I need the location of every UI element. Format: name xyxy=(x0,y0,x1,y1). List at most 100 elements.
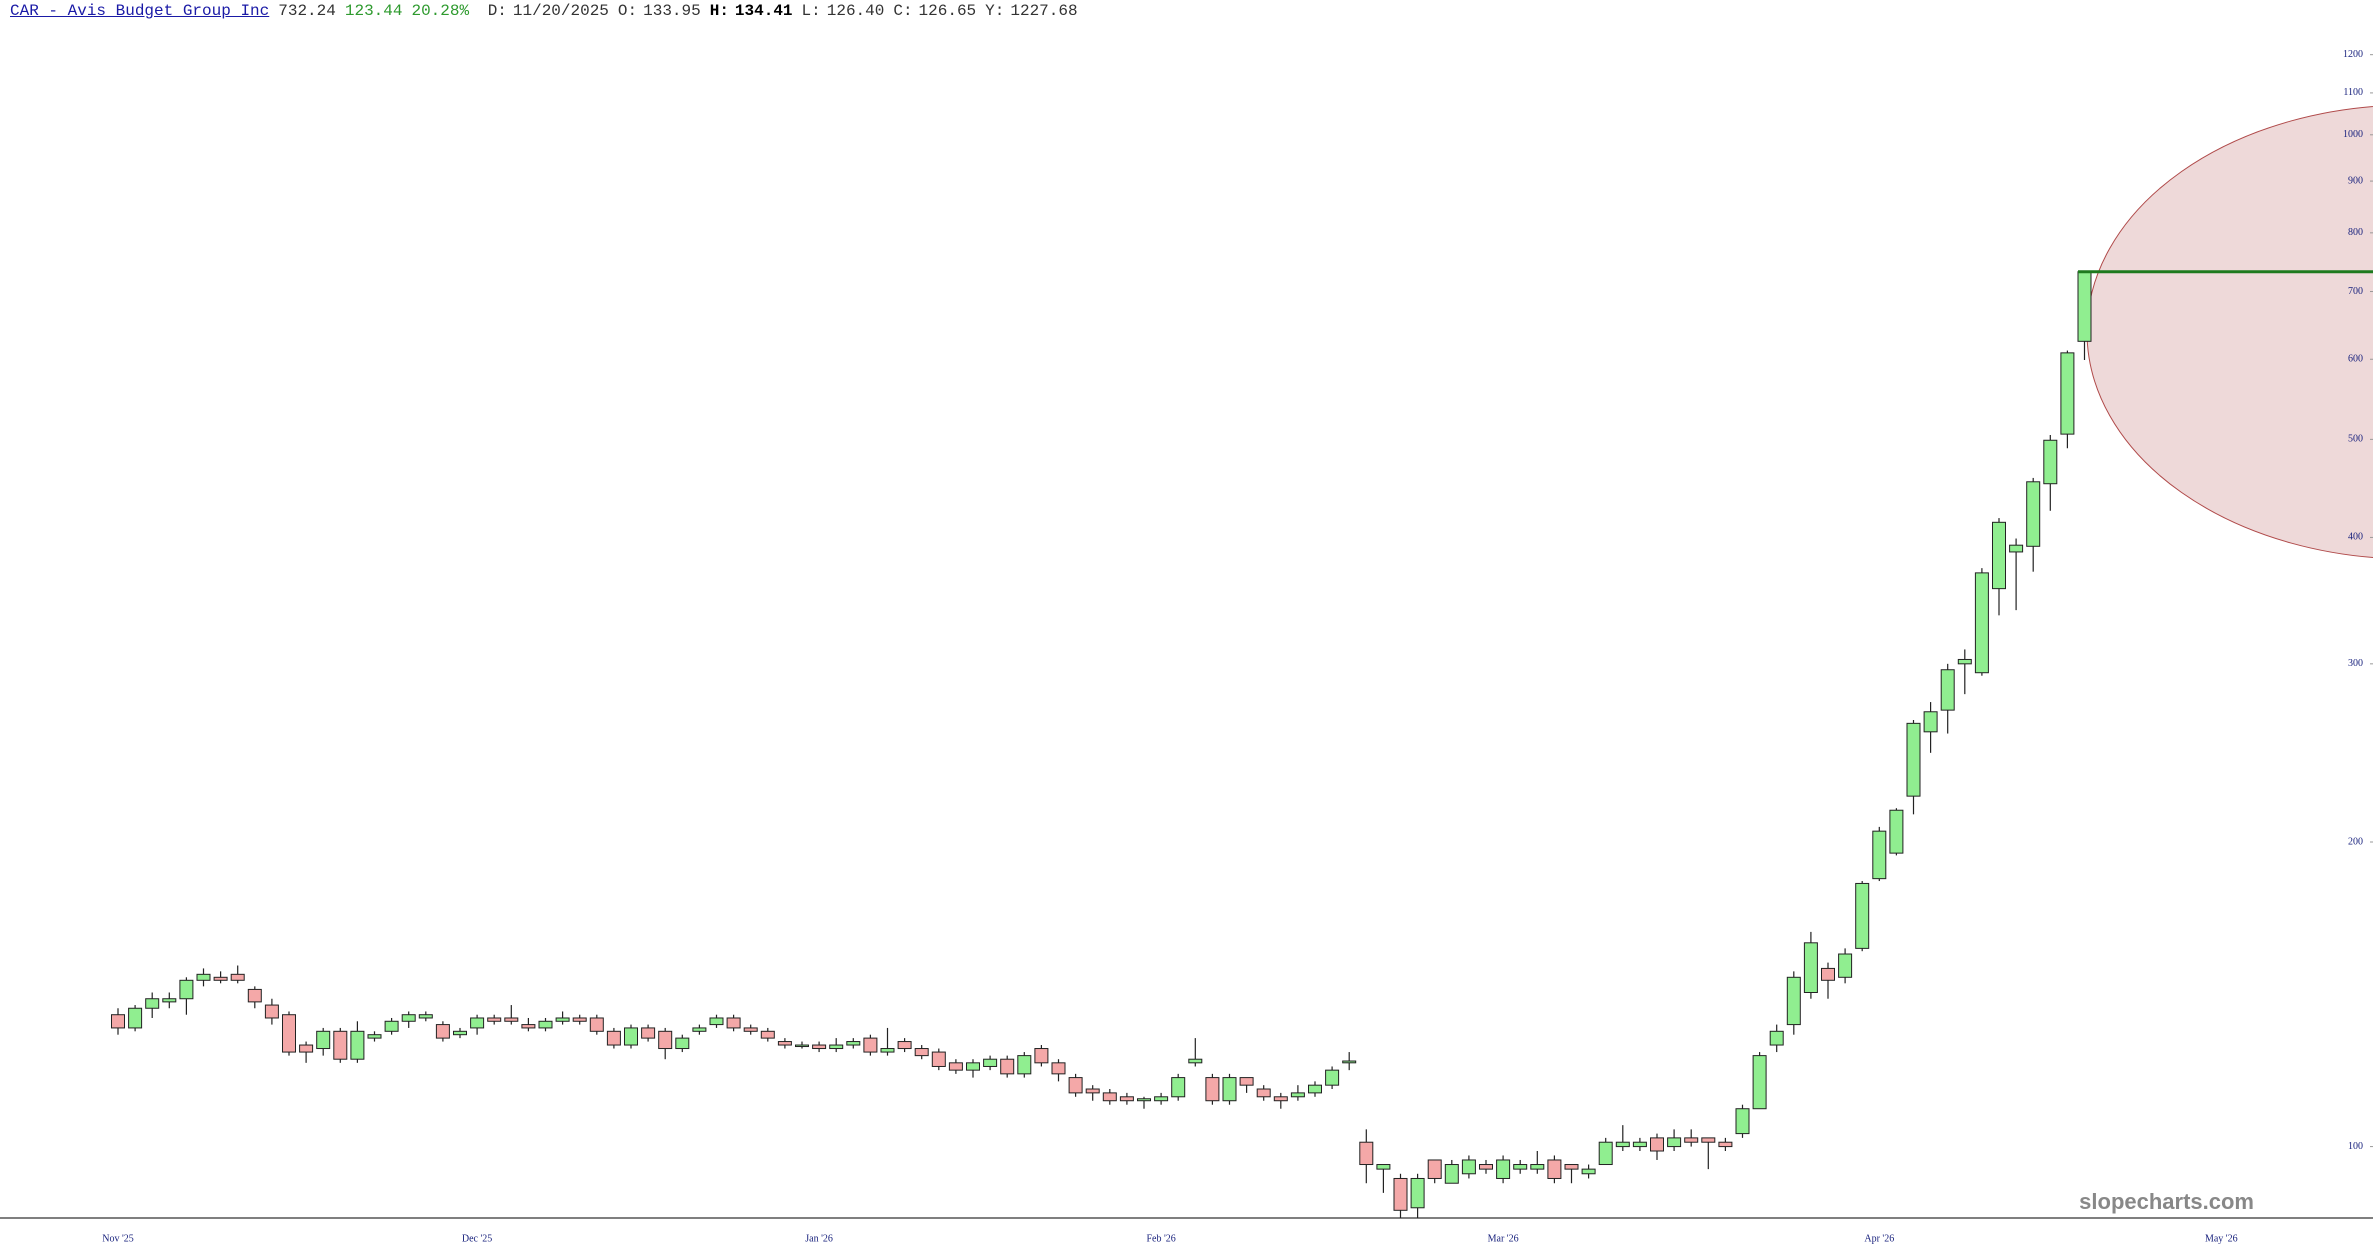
candle-body xyxy=(538,1020,553,1029)
candle-body xyxy=(589,1017,604,1032)
candle-body xyxy=(1410,1177,1425,1209)
candle-body xyxy=(367,1034,382,1039)
candle-body xyxy=(1752,1055,1767,1110)
candle-body xyxy=(435,1024,450,1039)
field-value: 126.65 xyxy=(918,2,977,20)
candle-body xyxy=(1581,1168,1596,1175)
candle-body xyxy=(1205,1077,1220,1102)
watermark: slopecharts.com xyxy=(2079,1189,2254,1214)
candle-body xyxy=(1444,1164,1459,1184)
candle-body xyxy=(1786,976,1801,1026)
y-tick-label: 600 xyxy=(2348,354,2363,365)
field-label: C: xyxy=(893,2,913,20)
field-label: L: xyxy=(801,2,821,20)
candle-body xyxy=(230,973,245,981)
candle-body xyxy=(966,1062,980,1071)
y-tick-label: 300 xyxy=(2348,658,2363,669)
y-tick-label: 500 xyxy=(2348,434,2363,445)
candle-body xyxy=(1034,1048,1049,1064)
candle-body xyxy=(1000,1058,1015,1075)
candle-body xyxy=(1359,1141,1374,1166)
field-label: H: xyxy=(709,2,729,20)
candle-body xyxy=(1838,953,1853,978)
candle-body xyxy=(1547,1159,1562,1179)
candle-body xyxy=(1051,1062,1066,1075)
y-tick-label: 1200 xyxy=(2343,49,2363,60)
candle-body xyxy=(1564,1164,1579,1170)
candle-body xyxy=(1992,521,2006,590)
change: 123.44 xyxy=(344,2,403,20)
candle-body xyxy=(470,1017,485,1029)
candle-body xyxy=(880,1048,895,1053)
field-label: D: xyxy=(487,2,507,20)
candle-body xyxy=(1855,882,1870,949)
candle-body xyxy=(1273,1096,1288,1102)
candle-body xyxy=(1821,967,1835,981)
field-label: O: xyxy=(617,2,638,20)
candle-body xyxy=(1393,1177,1408,1211)
symbol-link[interactable]: CAR - Avis Budget Group Inc xyxy=(10,2,270,20)
candle-body xyxy=(1615,1141,1630,1148)
candle-body xyxy=(1342,1060,1357,1064)
candle-body xyxy=(1222,1077,1237,1102)
candle-body xyxy=(1906,722,1921,797)
candle-body xyxy=(1735,1108,1750,1135)
candle-body xyxy=(795,1044,809,1048)
candle-body xyxy=(1017,1055,1032,1075)
candle-body xyxy=(1889,809,1904,854)
candle-body xyxy=(1479,1164,1493,1170)
candle-body xyxy=(1376,1164,1391,1170)
candle-body xyxy=(846,1041,861,1046)
candle-body xyxy=(812,1044,827,1050)
candle-body xyxy=(1701,1137,1716,1143)
candle-body xyxy=(2060,352,2075,435)
candle-body xyxy=(316,1030,331,1050)
last-price: 732.24 xyxy=(278,2,336,20)
candle-body xyxy=(1290,1092,1305,1098)
candle-body xyxy=(2043,439,2058,485)
field-value: 126.40 xyxy=(826,2,885,20)
candle-body xyxy=(726,1017,741,1029)
candle-body xyxy=(504,1017,519,1022)
header: CAR - Avis Budget Group Inc 732.24 123.44 2… xyxy=(10,2,1087,20)
candle-body xyxy=(1085,1088,1100,1094)
candle-body xyxy=(1718,1141,1733,1148)
candle-body xyxy=(1667,1137,1682,1148)
candle-body xyxy=(145,998,160,1009)
candle-body xyxy=(624,1027,638,1046)
candle-body xyxy=(1957,658,1972,665)
candle-body xyxy=(1872,830,1887,880)
candle-body xyxy=(1496,1159,1511,1179)
candle-body xyxy=(760,1030,775,1039)
x-tick-label: May '26 xyxy=(2205,1233,2238,1244)
candle-body xyxy=(333,1030,348,1060)
y-tick-label: 200 xyxy=(2348,836,2363,847)
candle-body xyxy=(863,1037,878,1053)
candle-body xyxy=(521,1024,536,1029)
candle-body xyxy=(948,1062,963,1071)
x-tick-label: Apr '26 xyxy=(1864,1233,1894,1244)
candle-body xyxy=(453,1030,467,1036)
x-tick-label: Nov '25 xyxy=(102,1233,134,1244)
candle-body xyxy=(1598,1141,1613,1166)
y-tick-label: 100 xyxy=(2348,1141,2363,1152)
candle-body xyxy=(658,1030,673,1050)
candle-body xyxy=(264,1004,279,1019)
field-value: 11/20/2025 xyxy=(512,2,609,20)
candle-body xyxy=(111,1014,125,1029)
candle-body xyxy=(606,1030,621,1046)
candle-body xyxy=(897,1041,912,1050)
candle-body xyxy=(1154,1096,1169,1102)
candle-body xyxy=(1427,1159,1442,1179)
field-label: Y: xyxy=(985,2,1005,20)
candle-body xyxy=(1119,1096,1134,1102)
candle-body xyxy=(1684,1137,1699,1143)
candle-body xyxy=(1102,1092,1117,1102)
candle-body xyxy=(1632,1141,1647,1148)
candle-body xyxy=(1171,1077,1186,1098)
candle-body xyxy=(487,1017,502,1022)
candle-body xyxy=(777,1041,792,1046)
candle-body xyxy=(1325,1069,1340,1086)
